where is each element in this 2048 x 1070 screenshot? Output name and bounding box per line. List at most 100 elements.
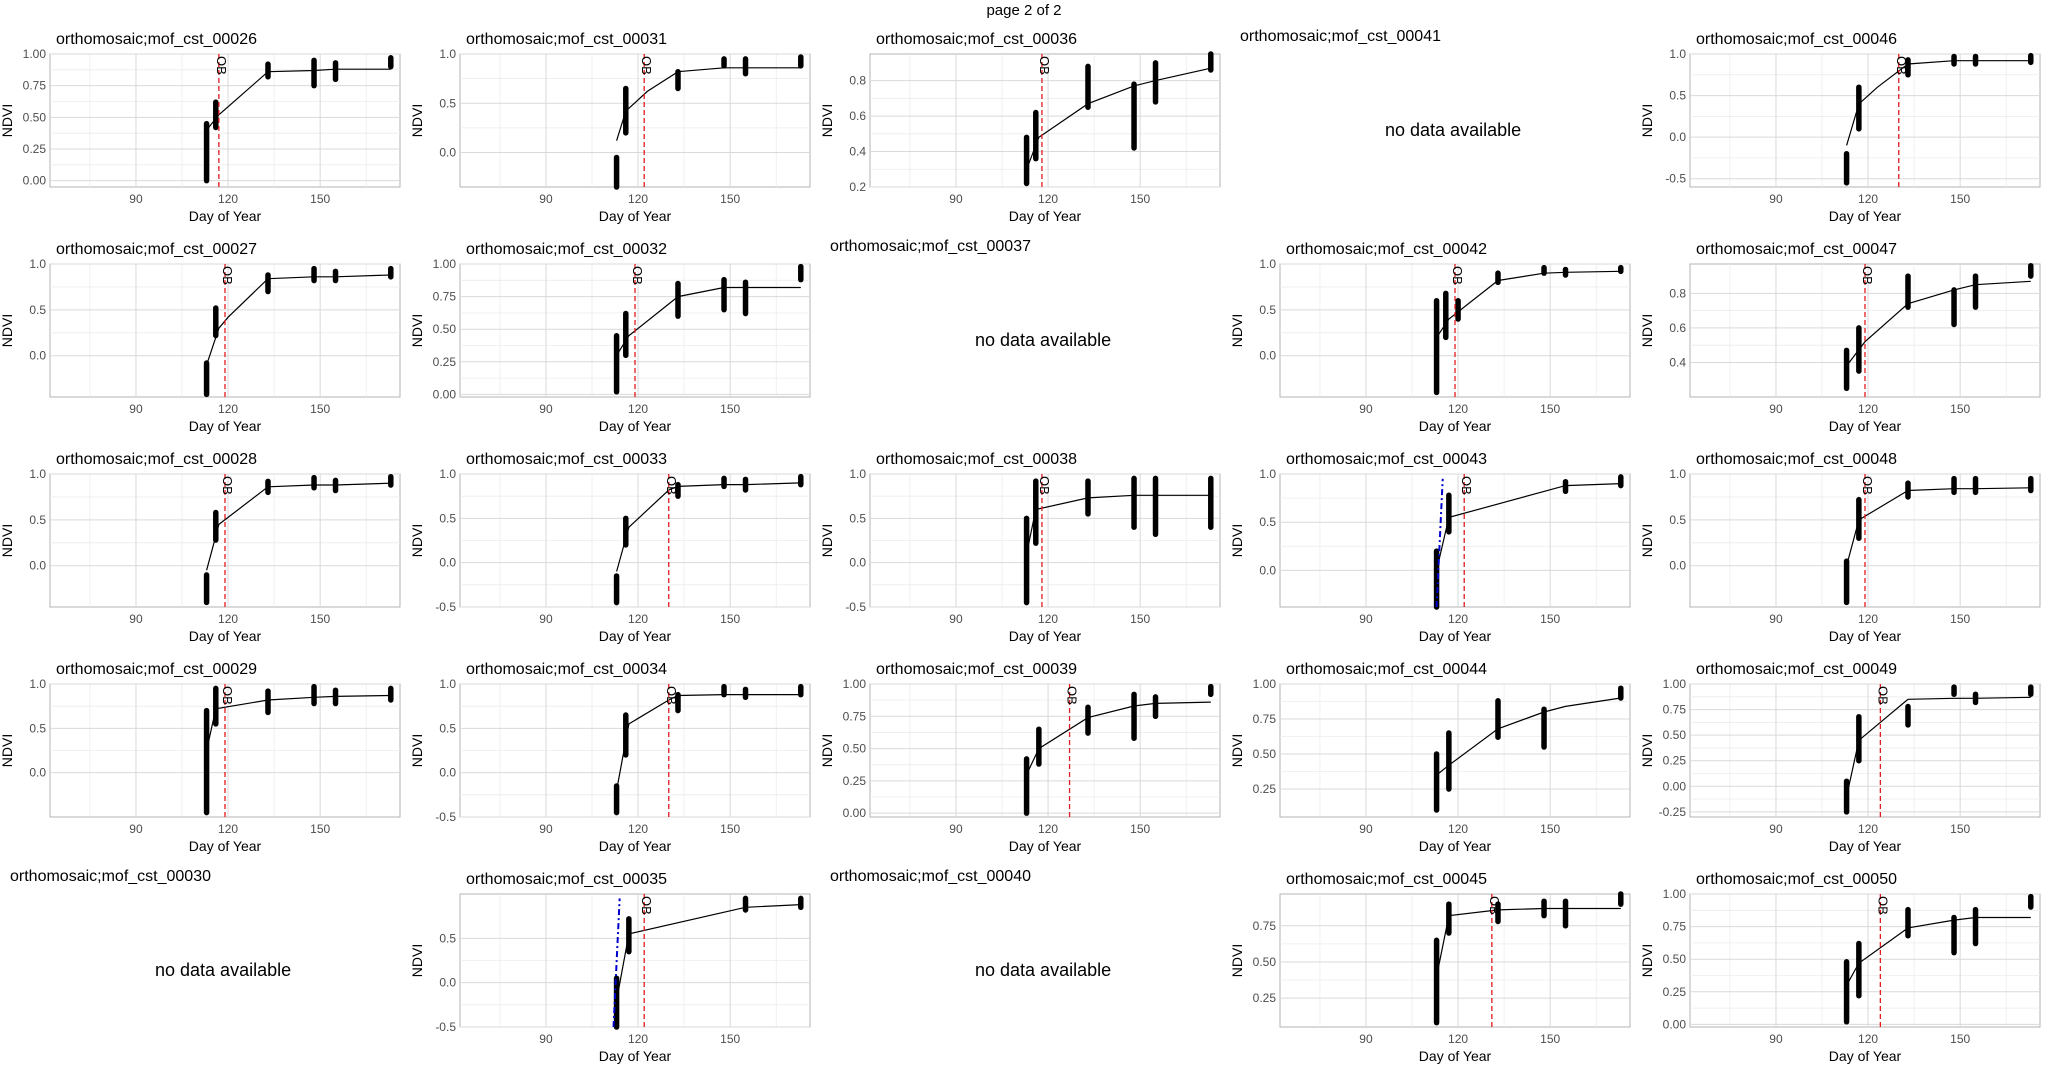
y-tick-label: 0.5 — [439, 721, 456, 735]
ob-label: OB — [1860, 266, 1875, 285]
chart-svg: orthomosaic;mof_cst_00035 90 120 150 -0.5 0.0… — [409, 871, 811, 1064]
x-tick-label: 120 — [1448, 612, 1468, 626]
x-tick-label: 90 — [539, 822, 553, 836]
y-tick-label: 0.0 — [29, 349, 46, 363]
y-axis-label: NDVI — [1639, 734, 1655, 767]
plot-panel — [1689, 683, 2041, 818]
panel-title: orthomosaic;mof_cst_00048 — [1696, 451, 1897, 468]
x-tick-label: 120 — [628, 822, 648, 836]
x-tick-label: 90 — [539, 192, 553, 206]
facet-panel: orthomosaic;mof_cst_00035 90 120 150 -0.5 0.0… — [409, 860, 819, 1070]
y-tick-label: 0.50 — [843, 742, 867, 756]
y-tick-label: 1.0 — [439, 677, 456, 691]
y-tick-label: 1.00 — [843, 677, 867, 691]
panel-title: orthomosaic;mof_cst_00030 — [10, 868, 211, 885]
y-axis-label: NDVI — [1229, 734, 1245, 767]
panel-title: orthomosaic;mof_cst_00050 — [1696, 871, 1897, 888]
facet-panel: orthomosaic;mof_cst_00038 90 120 150 -0.5 0.0… — [819, 440, 1229, 650]
y-tick-label: 0.00 — [23, 174, 47, 188]
y-tick-label: 0.50 — [1663, 728, 1687, 742]
facet-panel: orthomosaic;mof_cst_00045 90 120 150 0.25 0.5… — [1229, 860, 1639, 1070]
panel-title: orthomosaic;mof_cst_00046 — [1696, 31, 1897, 48]
y-tick-label: 0.4 — [849, 145, 866, 159]
x-axis-label: Day of Year — [1419, 838, 1492, 854]
x-tick-label: 150 — [1540, 402, 1560, 416]
x-tick-label: 90 — [949, 612, 963, 626]
x-axis-label: Day of Year — [1829, 838, 1902, 854]
x-tick-label: 90 — [539, 1032, 553, 1046]
y-axis-label: NDVI — [409, 524, 425, 557]
chart-svg: orthomosaic;mof_cst_00046 90 120 150 -0.5 0.0… — [1639, 31, 2041, 224]
x-axis-label: Day of Year — [599, 208, 672, 224]
x-tick-label: 150 — [720, 1032, 740, 1046]
chart-svg: orthomosaic;mof_cst_00034 90 120 150 -0.5 0.0… — [409, 661, 811, 854]
y-tick-label: 0.25 — [1663, 985, 1687, 999]
x-tick-label: 90 — [1769, 612, 1783, 626]
ob-label: OB — [1065, 686, 1080, 705]
y-tick-label: 1.0 — [29, 467, 46, 481]
y-tick-label: 1.0 — [1669, 47, 1686, 61]
fit-line — [1846, 280, 2031, 367]
y-axis-label: NDVI — [1229, 944, 1245, 977]
plot-panel — [1279, 893, 1631, 1028]
y-tick-label: 1.0 — [849, 467, 866, 481]
panel-title: orthomosaic;mof_cst_00033 — [466, 451, 667, 468]
x-axis-label: Day of Year — [1009, 628, 1082, 644]
y-tick-label: 0.00 — [1663, 779, 1687, 793]
ob-label: OB — [664, 476, 679, 495]
ob-label: OB — [664, 686, 679, 705]
y-tick-label: 0.25 — [433, 355, 457, 369]
y-tick-label: 1.0 — [1259, 467, 1276, 481]
x-tick-label: 90 — [1359, 1032, 1373, 1046]
chart-svg: orthomosaic;mof_cst_00045 90 120 150 0.25 0.5… — [1229, 871, 1631, 1064]
x-axis-label: Day of Year — [189, 418, 262, 434]
y-axis-label: NDVI — [409, 734, 425, 767]
panel-title: orthomosaic;mof_cst_00042 — [1286, 241, 1487, 258]
y-tick-label: 0.25 — [1663, 754, 1687, 768]
y-axis-label: NDVI — [0, 314, 15, 347]
chart-svg: orthomosaic;mof_cst_00036 90 120 150 0.2 0.4 0… — [819, 31, 1221, 224]
ob-label: OB — [1487, 896, 1502, 915]
ob-label: OB — [1860, 476, 1875, 495]
panel-title: orthomosaic;mof_cst_00045 — [1286, 871, 1487, 888]
x-tick-label: 90 — [539, 402, 553, 416]
y-tick-label: 1.0 — [29, 677, 46, 691]
y-axis-label: NDVI — [409, 314, 425, 347]
x-tick-label: 150 — [720, 402, 740, 416]
x-axis-label: Day of Year — [1829, 628, 1902, 644]
plot-panel — [459, 53, 811, 188]
ob-label: OB — [214, 56, 229, 75]
chart-svg: orthomosaic;mof_cst_00044 90 120 150 0.25 0.5… — [1229, 661, 1631, 854]
y-axis-label: NDVI — [409, 104, 425, 137]
facet-panel: orthomosaic;mof_cst_00030 no data availab… — [0, 860, 409, 1070]
facet-panel: orthomosaic;mof_cst_00041 no data availab… — [1230, 20, 1639, 230]
x-tick-label: 150 — [720, 192, 740, 206]
chart-svg: orthomosaic;mof_cst_00029 90 120 150 0.0 0.5 1… — [0, 661, 401, 854]
x-tick-label: 90 — [1769, 1032, 1783, 1046]
y-tick-label: -0.5 — [435, 600, 456, 614]
y-tick-label: 0.5 — [439, 511, 456, 525]
x-tick-label: 150 — [1540, 612, 1560, 626]
x-tick-label: 90 — [1359, 402, 1373, 416]
facet-panel: orthomosaic;mof_cst_00026 90 120 150 0.00 0.2… — [0, 20, 409, 230]
facet-panel: orthomosaic;mof_cst_00029 90 120 150 0.0 0.5 1… — [0, 650, 409, 860]
panel-title: orthomosaic;mof_cst_00032 — [466, 241, 667, 258]
panel-title: orthomosaic;mof_cst_00040 — [830, 868, 1031, 885]
y-tick-label: 1.00 — [1663, 887, 1687, 901]
y-tick-label: 0.0 — [439, 146, 456, 160]
y-tick-label: 0.00 — [1663, 1017, 1687, 1031]
facet-panel: orthomosaic;mof_cst_00039 90 120 150 0.00 0.2… — [819, 650, 1229, 860]
y-tick-label: 0.75 — [1253, 919, 1277, 933]
x-tick-label: 120 — [1448, 822, 1468, 836]
facet-panel: orthomosaic;mof_cst_00046 90 120 150 -0.5 0.0… — [1639, 20, 2048, 230]
y-tick-label: 0.0 — [439, 976, 456, 990]
ob-label: OB — [1037, 56, 1052, 75]
y-tick-label: 0.5 — [1259, 515, 1276, 529]
y-tick-label: -0.5 — [435, 1020, 456, 1034]
y-tick-label: 0.5 — [29, 721, 46, 735]
panel-title: orthomosaic;mof_cst_00027 — [56, 241, 257, 258]
x-axis-label: Day of Year — [1829, 1048, 1902, 1064]
x-axis-label: Day of Year — [1419, 628, 1492, 644]
x-tick-label: 120 — [1448, 402, 1468, 416]
panel-title: orthomosaic;mof_cst_00036 — [876, 31, 1077, 48]
